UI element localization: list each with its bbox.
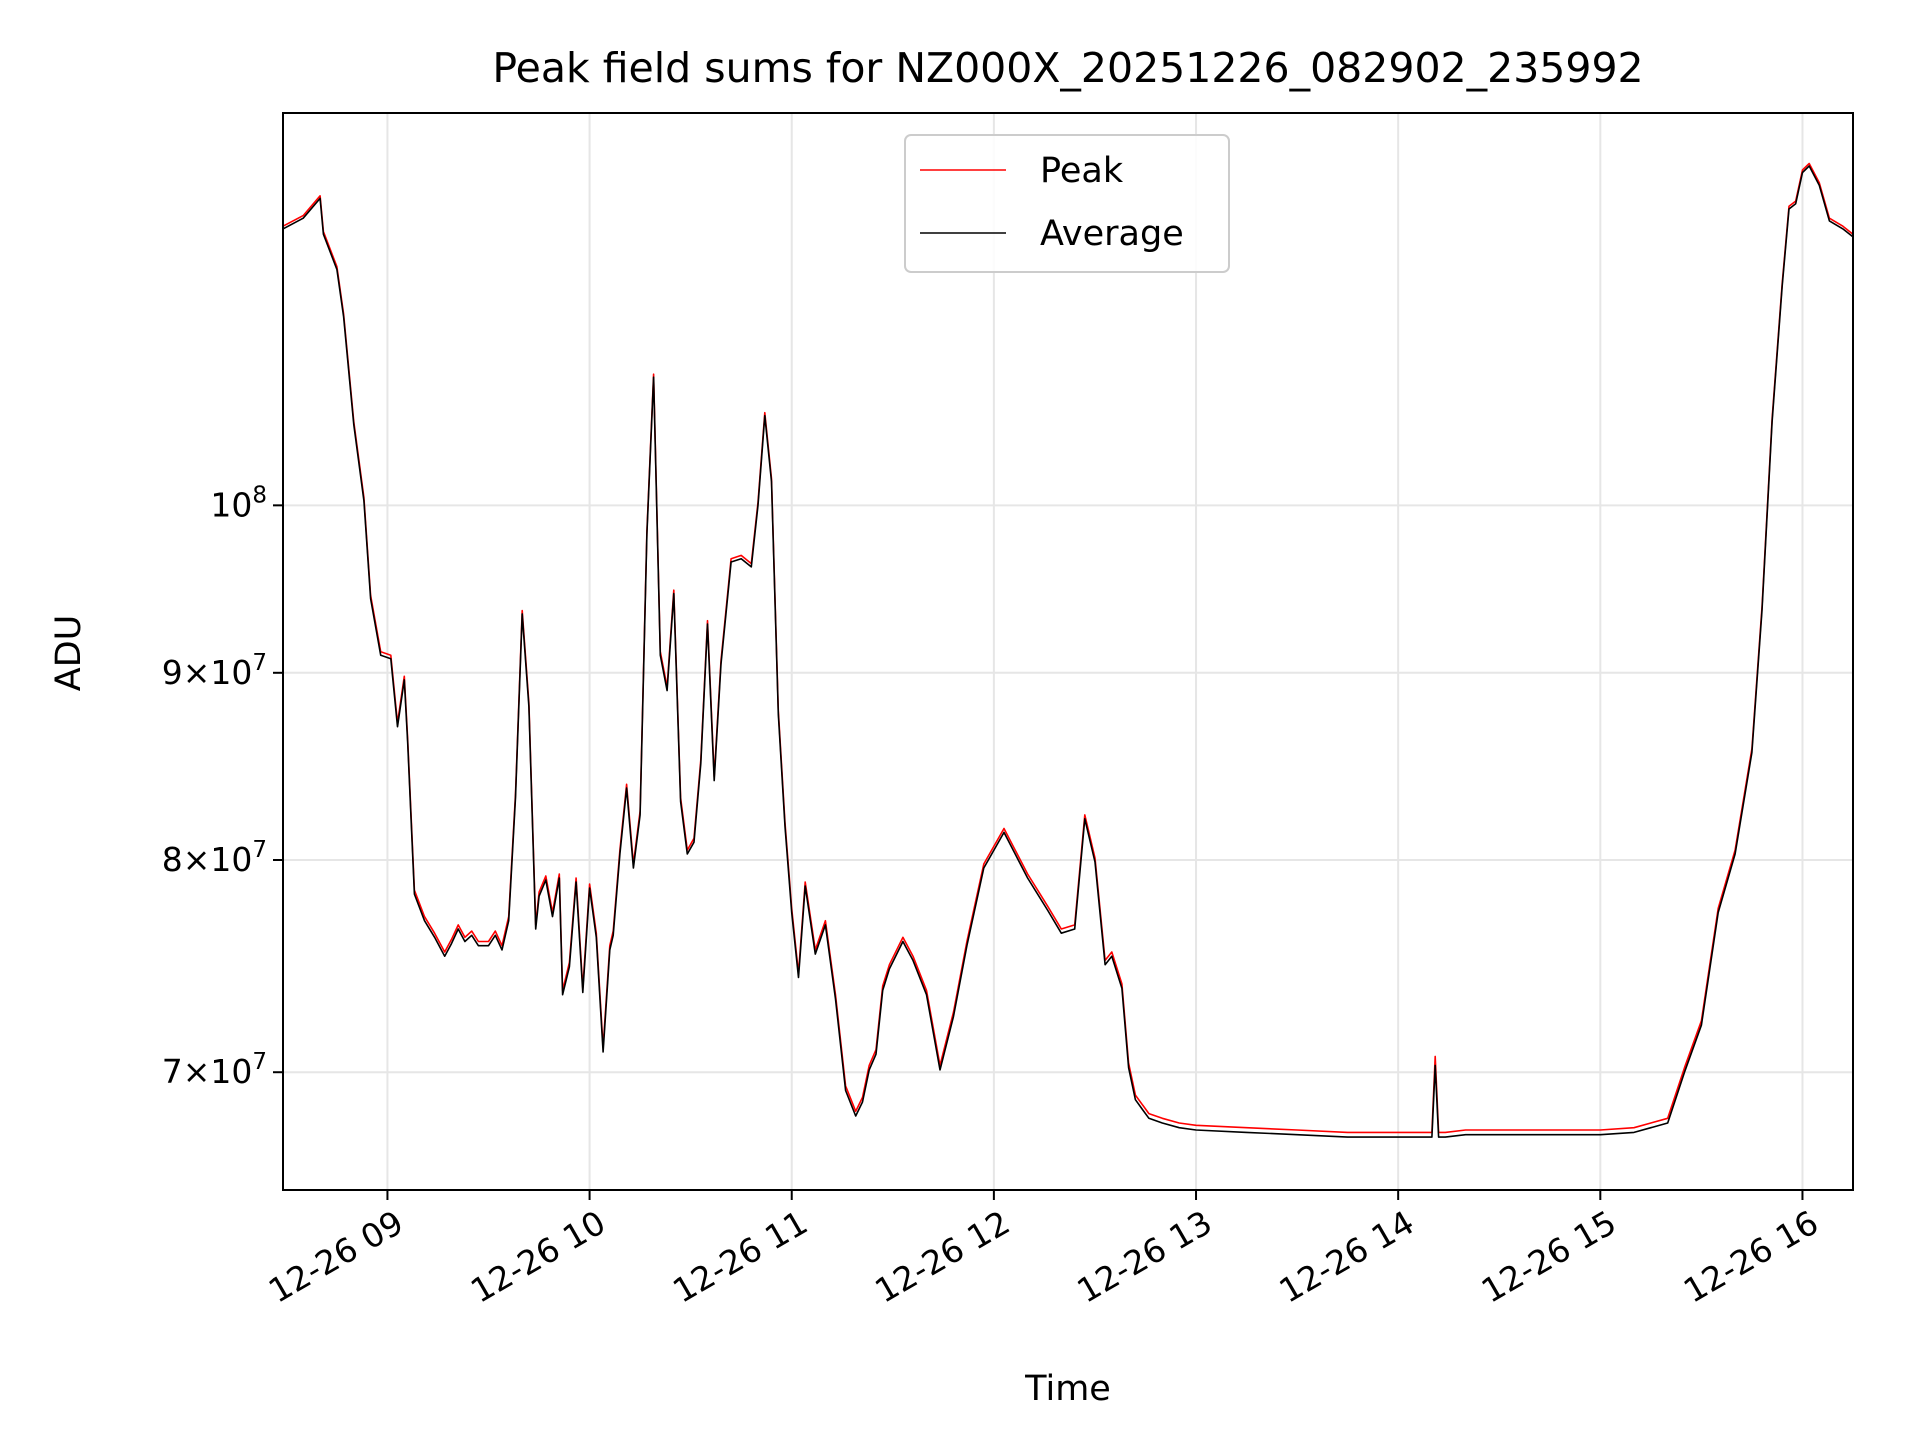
series-line-average: [282, 165, 1854, 1138]
y-tick-label: 108: [210, 482, 267, 524]
y-tick-label: 8×107: [162, 837, 267, 879]
y-axis-label: ADU: [49, 615, 89, 692]
legend-label-peak: Peak: [1040, 151, 1124, 191]
y-axis: 7×107 8×107 9×107 108: [162, 482, 283, 1091]
chart-title: Peak field sums for NZ000X_20251226_0829…: [492, 44, 1643, 92]
grid: [283, 113, 1853, 1190]
x-axis-label: Time: [1024, 1369, 1111, 1409]
plot-frame: [282, 112, 1854, 1191]
y-tick-label: 7×107: [162, 1049, 267, 1091]
legend: Peak Average: [904, 134, 1230, 273]
plot-area: [282, 162, 1854, 1138]
y-tick-label: 9×107: [162, 650, 267, 692]
legend-label-average: Average: [1040, 214, 1184, 254]
